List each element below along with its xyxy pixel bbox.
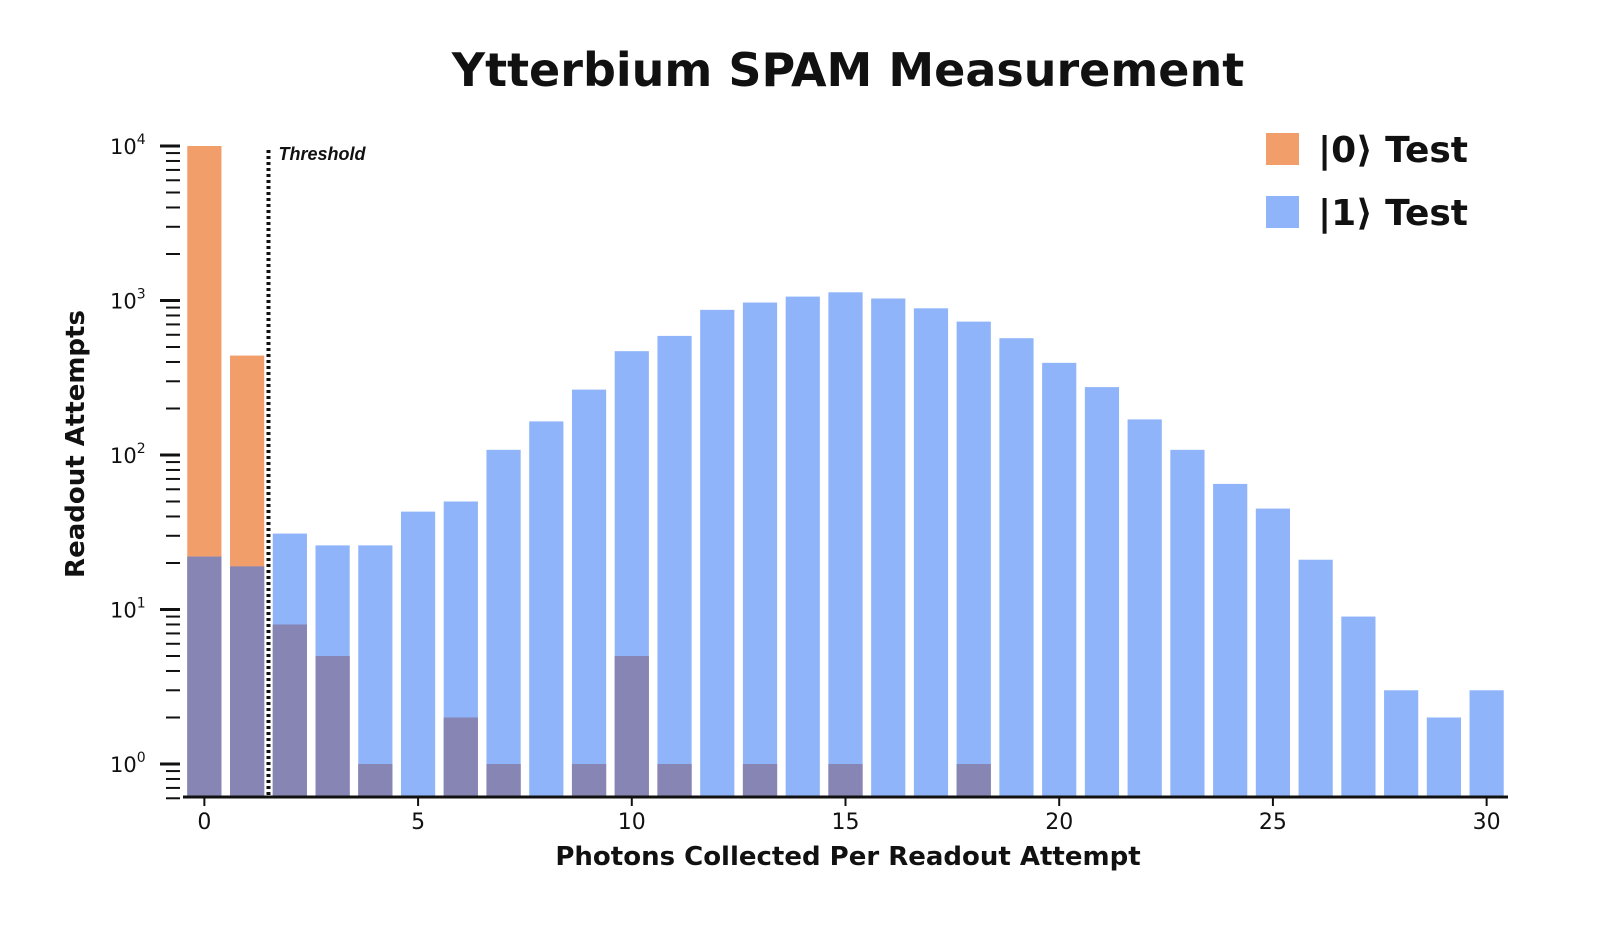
x-tick-label-10: 10	[618, 810, 646, 835]
bar-1-test-18	[956, 321, 991, 797]
bar-overlap-13	[742, 764, 778, 797]
bar-overlap-3	[315, 656, 350, 797]
x-axis-label: Photons Collected Per Readout Attempt	[555, 842, 1140, 872]
x-tick-label-5: 5	[411, 810, 425, 835]
bar-1-test-29	[1426, 717, 1461, 797]
bar-overlap-0	[187, 556, 222, 797]
bar-1-test-20	[1042, 362, 1077, 797]
axes-layer: 0 5 10 15 20 25 30 100 101 102 103 104	[110, 132, 1508, 835]
bar-1-test-28	[1384, 690, 1419, 797]
legend-label-1: |1⟩ Test	[1318, 193, 1468, 234]
threshold-label: Threshold	[278, 144, 366, 164]
bar-1-test-4	[358, 545, 393, 797]
y-tick-label-2: 102	[110, 441, 146, 468]
bar-1-test-8	[529, 421, 564, 797]
bar-overlap-6	[443, 717, 478, 797]
legend-label-0: |0⟩ Test	[1318, 130, 1468, 171]
bar-1-test-24	[1213, 483, 1248, 797]
x-tick-label-0: 0	[197, 810, 211, 835]
bar-1-test-12	[700, 309, 735, 797]
legend: |0⟩ Test |1⟩ Test	[1266, 130, 1468, 234]
bar-1-test-22	[1127, 419, 1162, 797]
legend-swatch-1	[1266, 196, 1299, 228]
x-tick-label-25: 25	[1259, 810, 1287, 835]
bar-overlap-18	[956, 764, 991, 797]
bar-1-test-13	[742, 302, 778, 797]
bar-1-test-19	[999, 338, 1034, 797]
bar-1-test-16	[871, 298, 906, 797]
x-tick-label-20: 20	[1045, 810, 1073, 835]
bar-1-test-15	[828, 292, 863, 797]
chart-title: Ytterbium SPAM Measurement	[451, 43, 1244, 97]
bar-1-test-26	[1298, 559, 1333, 797]
bar-overlap-15	[828, 764, 863, 797]
y-tick-label-1: 101	[110, 596, 146, 623]
bar-overlap-1	[230, 566, 265, 797]
bar-1-test-9	[571, 389, 607, 797]
bar-overlap-10	[614, 656, 649, 797]
bar-overlap-11	[657, 764, 692, 797]
bar-overlap-4	[358, 764, 393, 797]
bar-1-test-14	[785, 296, 820, 797]
bar-1-test-30	[1469, 690, 1504, 797]
legend-swatch-0	[1266, 133, 1299, 165]
bar-1-test-23	[1170, 449, 1205, 797]
bar-1-test-17	[913, 308, 949, 797]
bar-1-test-7	[486, 449, 521, 797]
bar-1-test-27	[1341, 616, 1376, 797]
bar-1-test-11	[657, 335, 692, 797]
y-tick-label-0: 100	[110, 750, 146, 777]
bar-1-test-5	[400, 511, 436, 797]
bars-layer	[187, 146, 1504, 797]
threshold-layer: Threshold	[266, 144, 366, 797]
x-tick-label-15: 15	[832, 810, 860, 835]
bar-overlap-9	[571, 764, 607, 797]
bar-overlap-7	[486, 764, 521, 797]
y-axis-label: Readout Attempts	[61, 310, 91, 578]
y-tick-label-4: 104	[110, 132, 146, 159]
bar-overlap-2	[272, 624, 307, 797]
bar-1-test-25	[1255, 508, 1291, 797]
y-tick-label-3: 103	[110, 287, 146, 314]
bar-1-test-21	[1084, 387, 1120, 797]
x-tick-label-30: 30	[1473, 810, 1501, 835]
